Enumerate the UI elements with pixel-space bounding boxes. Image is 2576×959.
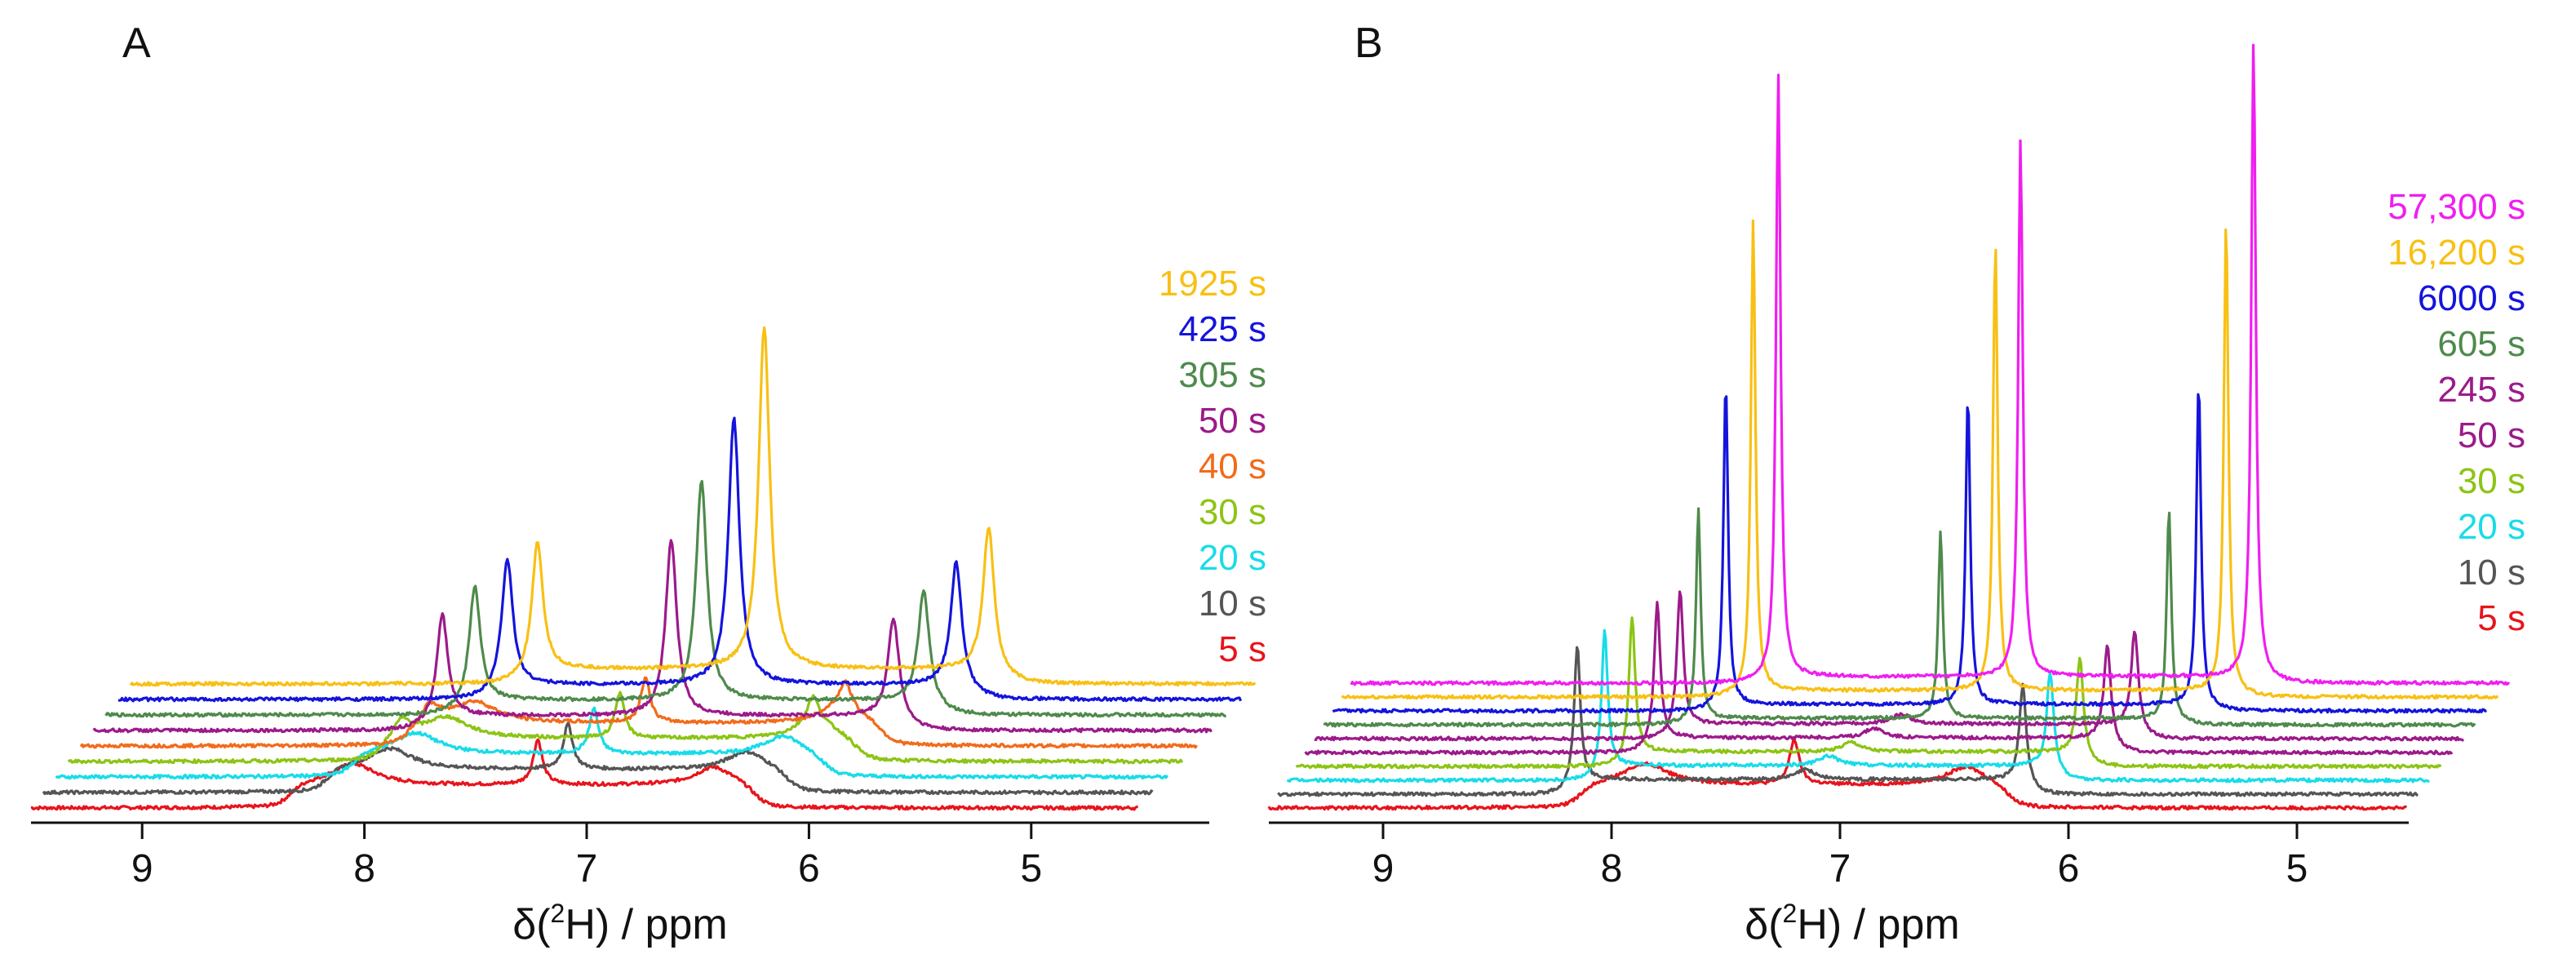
legend-entry-50ss: 50 s (2458, 415, 2525, 455)
legend-entry-10ss: 10 s (1199, 584, 1266, 624)
legend-entry-30ss: 30 s (2458, 461, 2525, 501)
panel-a-traces (30, 326, 1257, 811)
legend-entry-245ss: 245 s (2437, 370, 2525, 410)
panel-a: A 1925 s 425 s 305 s 50 s 40 s 30 s 20 s 10 s 5 … (30, 20, 1266, 948)
legend-entry-5ss: 5 s (2477, 598, 2525, 638)
tick-label-5: 5 (1020, 847, 1042, 890)
panel-a-x-ticks: 9 8 7 6 5 (131, 823, 1042, 890)
trace-57300ss (1350, 43, 2511, 686)
trace-6000ss (1332, 393, 2487, 714)
tick-label-9: 9 (131, 847, 153, 890)
panel-a-legend: 1925 s 425 s 305 s 50 s 40 s 30 s 20 s 10 s 5 s (1159, 264, 1266, 669)
trace-30ss (67, 690, 1184, 765)
legend-entry-16200ss: 16,200 s (2388, 233, 2525, 273)
trace-10ss (42, 721, 1154, 796)
panel-b-letter: B (1355, 20, 1383, 67)
legend-entry-425ss: 425 s (1178, 309, 1266, 349)
trace-20ss (1286, 628, 2430, 784)
legend-entry-605ss: 605 s (2437, 324, 2525, 364)
tick-label-8: 8 (353, 847, 375, 890)
legend-entry-5ss: 5 s (1218, 629, 1266, 669)
legend-entry-50ss: 50 s (1199, 401, 1266, 441)
trace-16200ss (1341, 219, 2499, 700)
panel-b-legend: 57,300 s 16,200 s 6000 s 605 s 245 s 50 s 30 s… (2388, 187, 2525, 638)
trace-425ss (117, 416, 1243, 703)
panel-b: B 57,300 s 16,200 s 6000 s 605 s 245 s 50 s 30… (1267, 20, 2525, 948)
legend-entry-40ss: 40 s (1199, 446, 1266, 486)
trace-30ss (1295, 616, 2442, 770)
trace-40ss (79, 676, 1198, 749)
panel-a-x-axis-title: δ(2H) / ppm (512, 899, 727, 948)
trace-20ss (55, 706, 1168, 780)
tick-label-6: 6 (798, 847, 820, 890)
panel-b-traces (1267, 43, 2511, 811)
tick-label-7: 7 (1829, 847, 1851, 890)
tick-label-6: 6 (2058, 847, 2080, 890)
legend-entry-57300ss: 57,300 s (2388, 187, 2525, 227)
legend-entry-10ss: 10 s (2458, 553, 2525, 593)
trace-1925ss (129, 326, 1257, 687)
legend-entry-20ss: 20 s (1199, 538, 1266, 578)
trace-305ss (104, 480, 1227, 718)
trace-5ss (30, 738, 1138, 811)
trace-50ss (1304, 601, 2454, 756)
legend-entry-20ss: 20 s (2458, 507, 2525, 547)
tick-label-8: 8 (1601, 847, 1623, 890)
panel-b-x-ticks: 9 8 7 6 5 (1372, 823, 2308, 890)
panel-a-letter: A (122, 20, 151, 67)
tick-label-5: 5 (2286, 847, 2308, 890)
legend-entry-30ss: 30 s (1199, 492, 1266, 532)
legend-entry-6000ss: 6000 s (2418, 278, 2525, 318)
tick-label-9: 9 (1372, 847, 1394, 890)
trace-5ss (1267, 738, 2408, 811)
panel-b-x-axis-title: δ(2H) / ppm (1745, 899, 1959, 948)
legend-entry-305ss: 305 s (1178, 355, 1266, 395)
tick-label-7: 7 (576, 847, 598, 890)
legend-entry-1925ss: 1925 s (1159, 264, 1266, 304)
trace-10ss (1277, 646, 2419, 797)
trace-605ss (1323, 507, 2476, 728)
